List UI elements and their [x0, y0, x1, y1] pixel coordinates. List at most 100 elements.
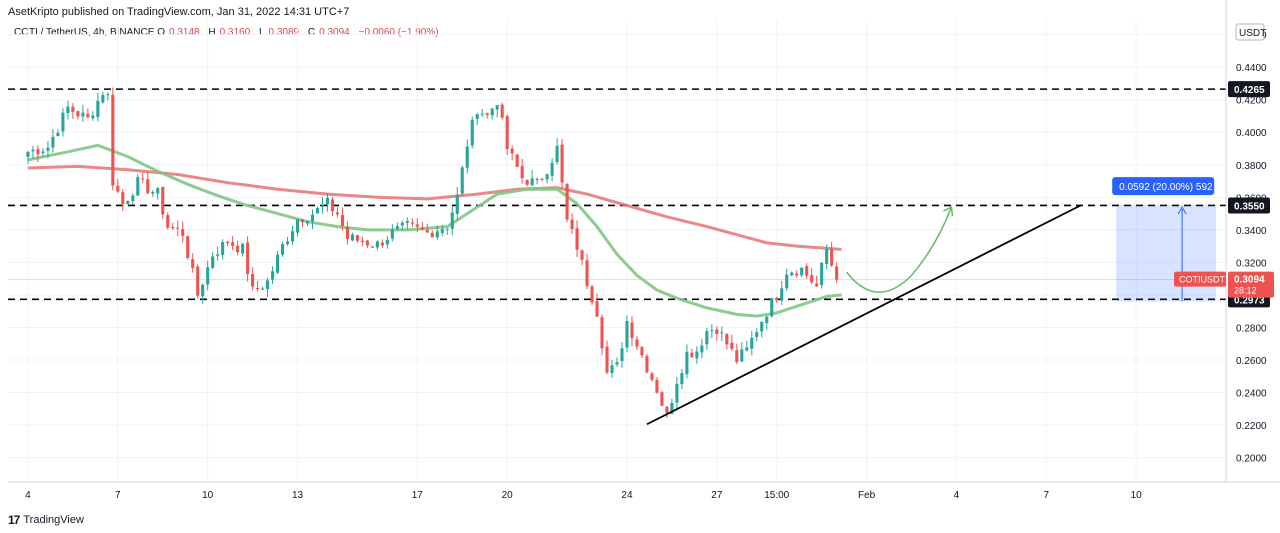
candle-body [805, 266, 809, 276]
candle-body [835, 266, 839, 280]
candle-body [655, 379, 659, 393]
candle [710, 324, 714, 339]
candle-body [620, 348, 624, 362]
candle [495, 105, 499, 118]
price-change: −0.0060 (−1.90%) [358, 27, 439, 38]
candle [166, 212, 170, 230]
candle-body [121, 192, 125, 204]
candle-body [281, 244, 285, 255]
candle-body [91, 115, 95, 119]
candle-body [425, 229, 429, 233]
candle-body [290, 231, 295, 242]
candle-body [156, 188, 160, 194]
candle-body [780, 288, 784, 301]
candle-body [271, 271, 275, 280]
candle-body [196, 266, 200, 296]
published-caption: AsetKripto published on TradingView.com,… [8, 6, 350, 18]
candle [785, 268, 789, 292]
candle [715, 326, 719, 341]
candle [246, 236, 250, 282]
candle [241, 242, 245, 257]
candle [61, 108, 65, 137]
candle-body [86, 113, 90, 118]
candle-body [256, 288, 260, 290]
drawings [646, 204, 1082, 426]
candle [625, 315, 629, 353]
candle [320, 197, 325, 214]
last-price-tag [1228, 271, 1274, 298]
candle [515, 153, 519, 168]
candle [660, 390, 664, 407]
candle [340, 207, 344, 231]
candle [156, 187, 160, 200]
candle-body [191, 259, 195, 268]
candle [46, 141, 50, 159]
candle [675, 377, 679, 411]
symbol-tag [1174, 271, 1226, 287]
currency-badge [1235, 23, 1265, 41]
candle [101, 91, 105, 104]
candle-body [81, 112, 85, 117]
candle [680, 368, 684, 390]
candle [545, 173, 549, 184]
candle [131, 193, 135, 205]
candle [645, 354, 649, 374]
candle-body [430, 232, 434, 238]
candle [440, 224, 444, 237]
candle [695, 346, 699, 364]
candle-body [555, 145, 559, 163]
candle-body [370, 246, 374, 248]
candle-body [785, 274, 789, 289]
symbol-info-bar: COTI / TetherUS, 4h, BINANCE O 0.3148 H 0.… [14, 27, 445, 38]
candle [360, 236, 364, 247]
candle-body [535, 179, 539, 181]
candle-body [465, 146, 469, 168]
candle [555, 138, 559, 165]
candle-body [445, 228, 449, 230]
candle-body [765, 316, 769, 324]
trendline [646, 204, 1082, 426]
candle-body [705, 330, 709, 345]
candle-body [71, 106, 75, 112]
candle-body [735, 350, 739, 363]
candle [550, 158, 554, 182]
tradingview-logo[interactable]: 17 TradingView [8, 513, 84, 527]
y-tick-label: 0.2800 [1236, 323, 1267, 334]
level-price-tag [1228, 197, 1270, 214]
candle [760, 321, 764, 338]
candle [345, 221, 349, 245]
candle-body [395, 226, 399, 229]
chart-grid [8, 20, 1226, 482]
candle [271, 266, 275, 284]
candle [226, 240, 230, 247]
candle [620, 342, 624, 368]
symbol-title[interactable]: COTI / TetherUS, 4h, BINANCE [14, 27, 155, 38]
candle-body [520, 166, 524, 179]
candle-body [355, 235, 359, 241]
candle [31, 145, 35, 159]
candle [251, 267, 255, 291]
candle [295, 219, 300, 237]
candle [330, 196, 335, 216]
candle [196, 264, 200, 299]
candle-body [725, 333, 729, 345]
candle [41, 148, 45, 158]
candle [430, 230, 434, 238]
level-price-tag [1228, 81, 1270, 98]
candle [171, 222, 175, 230]
candle-body [810, 275, 814, 283]
candle-body [231, 242, 235, 246]
candle [370, 245, 374, 249]
candle-body [685, 351, 689, 375]
candle-body [625, 321, 629, 348]
candle-body [151, 191, 155, 194]
candle [740, 342, 744, 363]
ohlc-close: C 0.3094 [307, 27, 350, 38]
candles [26, 87, 839, 418]
candle-body [830, 249, 834, 266]
time-axis: 4 7 10 13 17 20 24 27 15:00 Feb 4 7 10 [8, 481, 1280, 501]
candle [191, 253, 195, 273]
candle-body [146, 179, 150, 194]
candle [655, 377, 659, 394]
